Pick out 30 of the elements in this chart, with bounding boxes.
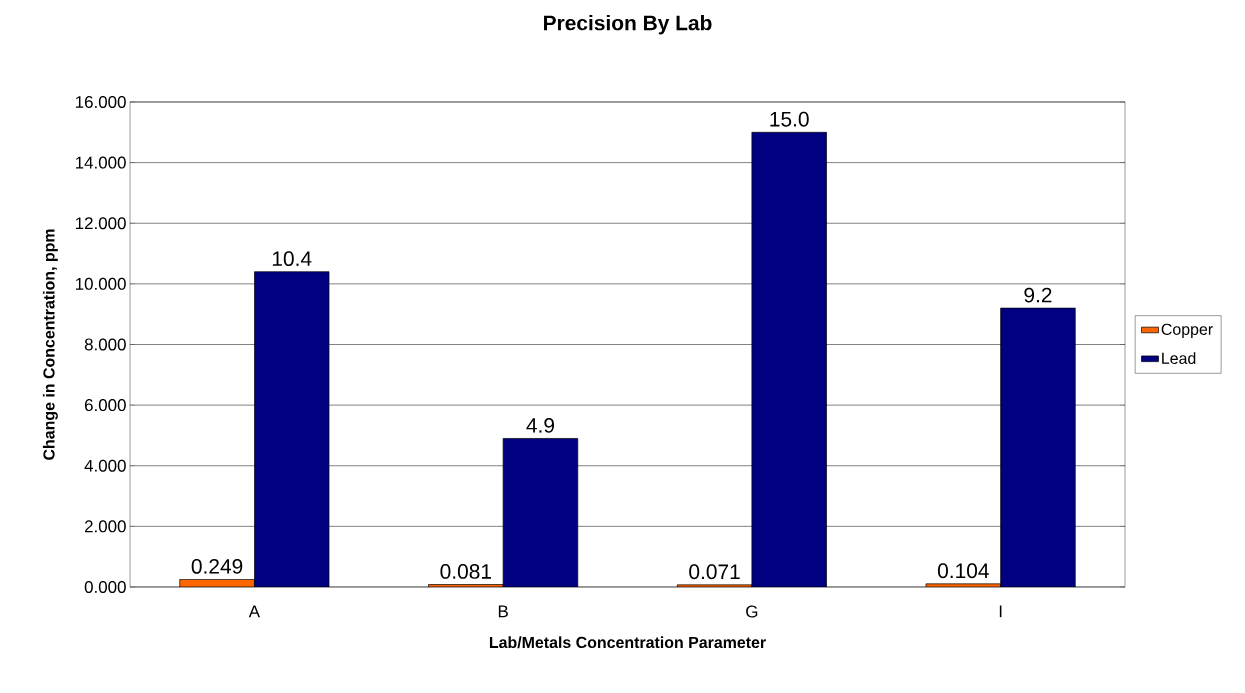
bar bbox=[1000, 307, 1076, 587]
y-tick-label: 4.000 bbox=[84, 459, 126, 472]
y-tick-label: 0.000 bbox=[84, 580, 126, 593]
y-tick-label: 6.000 bbox=[84, 399, 126, 412]
chart-title: Precision By Lab bbox=[544, 14, 712, 35]
bar bbox=[751, 131, 827, 587]
x-tick-label: I bbox=[999, 605, 1002, 618]
legend-label: Lead bbox=[1162, 352, 1196, 364]
x-axis-title: Lab/Metals Concentration Parameter bbox=[489, 636, 766, 649]
data-label: 0.081 bbox=[440, 564, 491, 579]
bar bbox=[502, 438, 579, 587]
bar bbox=[254, 271, 330, 587]
data-label: 10.4 bbox=[272, 251, 312, 267]
y-tick-label: 12.000 bbox=[75, 217, 126, 230]
y-tick-label: 14.000 bbox=[75, 156, 126, 169]
x-tick-label: A bbox=[248, 605, 260, 618]
data-label: 0.104 bbox=[937, 563, 989, 579]
x-tick-label: B bbox=[498, 605, 508, 618]
data-label: 0.249 bbox=[191, 558, 243, 574]
x-tick-label: G bbox=[746, 605, 758, 618]
y-tick-label: 2.000 bbox=[84, 520, 126, 533]
y-tick-label: 10.000 bbox=[75, 277, 126, 290]
y-tick-label: 8.000 bbox=[84, 338, 126, 351]
data-label: 15.0 bbox=[770, 111, 809, 127]
data-label: 0.071 bbox=[689, 564, 740, 580]
legend-label: Copper bbox=[1161, 323, 1213, 339]
y-tick-label: 16.000 bbox=[75, 95, 126, 108]
y-axis-title: Change in Concentration, ppm bbox=[42, 229, 58, 460]
data-label: 4.9 bbox=[526, 417, 554, 433]
data-label: 9.2 bbox=[1024, 287, 1052, 303]
